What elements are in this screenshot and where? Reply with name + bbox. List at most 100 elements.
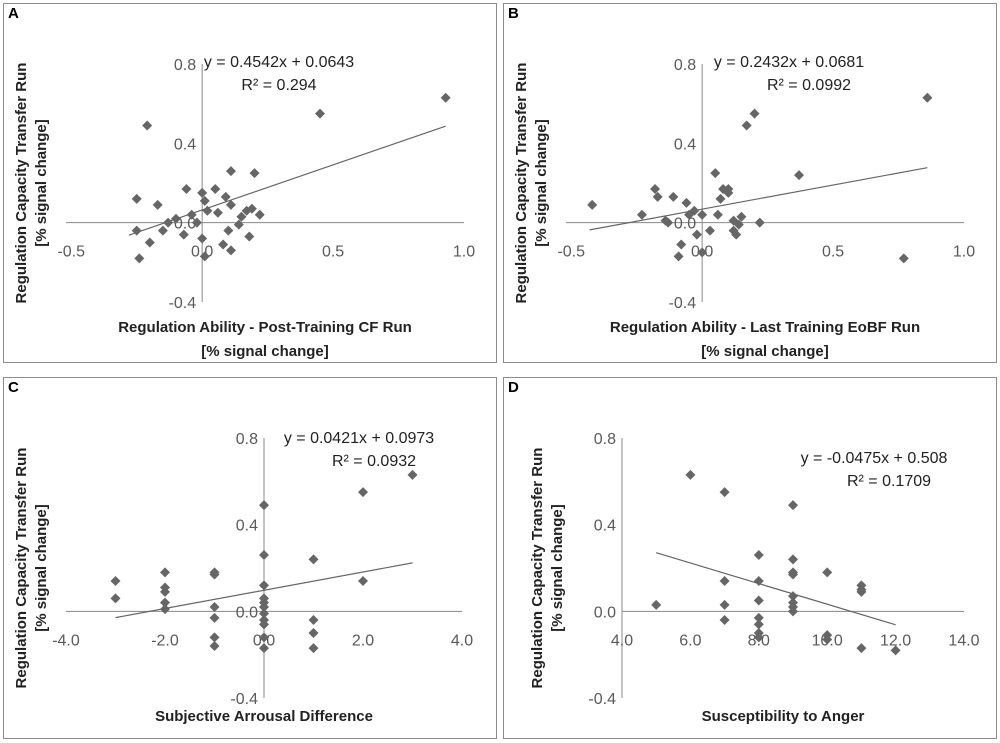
data-point <box>259 608 269 619</box>
data-point <box>723 187 734 198</box>
data-point <box>407 469 418 480</box>
x-axis-title: [% signal change] <box>201 343 329 360</box>
y-axis-title: [% signal change] <box>533 119 550 247</box>
data-point <box>209 612 220 623</box>
data-point <box>822 634 833 645</box>
data-point <box>236 211 247 222</box>
y-axis-title: Regulation Capacity Transfer Run <box>13 63 30 304</box>
data-point <box>922 92 933 103</box>
x-tick-label: -4.0 <box>52 632 80 649</box>
panel-c: C -4.0-2.00.02.04.0-0.40.00.40.8y = 0.04… <box>3 377 497 739</box>
data-point <box>650 183 661 194</box>
y-tick-label: -0.4 <box>169 295 197 312</box>
data-point <box>209 569 220 580</box>
data-point <box>225 199 236 210</box>
data-point <box>710 168 721 179</box>
scatter-chart-b: -0.50.00.51.0-0.40.00.40.8y = 0.2432x + … <box>513 54 975 360</box>
data-point <box>246 203 257 214</box>
data-point <box>788 569 798 580</box>
data-point <box>753 550 764 560</box>
data-point <box>160 586 170 597</box>
data-point <box>753 619 764 630</box>
data-point <box>691 229 702 240</box>
x-tick-label: 12.0 <box>880 632 911 649</box>
y-tick-label: -0.4 <box>230 691 258 708</box>
r-squared-label: R² = 0.0932 <box>332 453 416 470</box>
data-point <box>131 193 142 204</box>
x-tick-label: 6.0 <box>679 632 701 649</box>
data-point <box>163 217 174 228</box>
data-point <box>225 166 236 177</box>
data-point <box>440 92 451 103</box>
data-point <box>856 586 867 597</box>
x-tick-label: -0.5 <box>557 244 585 261</box>
data-point <box>210 183 221 194</box>
x-axis-title: Susceptibility to Anger <box>702 708 865 725</box>
x-axis-title: [% signal change] <box>701 343 829 360</box>
x-tick-label: -0.5 <box>57 244 85 261</box>
data-point <box>788 606 798 617</box>
data-point <box>651 599 662 610</box>
data-point <box>794 170 805 181</box>
y-tick-label: -0.4 <box>669 295 697 312</box>
data-point <box>225 245 236 256</box>
panel-b: B -0.50.00.51.0-0.40.00.40.8y = 0.2432x … <box>503 3 997 363</box>
data-point <box>652 191 663 202</box>
x-tick-label: 1.0 <box>453 244 475 261</box>
data-point <box>753 632 764 643</box>
data-point <box>160 567 170 578</box>
data-point <box>244 231 255 242</box>
x-tick-label: 4.0 <box>451 632 473 649</box>
data-point <box>754 217 765 228</box>
data-point <box>220 191 231 202</box>
x-axis-title: Regulation Ability - Last Training EoBF … <box>610 319 920 336</box>
x-tick-label: 0.5 <box>822 244 844 261</box>
data-point <box>308 615 319 625</box>
data-point <box>199 195 210 206</box>
data-point <box>676 239 687 250</box>
data-point <box>736 211 747 222</box>
data-point <box>685 469 696 480</box>
panel-label: A <box>8 5 19 22</box>
x-tick-label: 2.0 <box>352 632 374 649</box>
x-tick-label: 14.0 <box>948 632 979 649</box>
x-tick-label: -2.0 <box>151 632 179 649</box>
data-point <box>668 191 679 202</box>
data-point <box>718 183 729 194</box>
panel-label: B <box>508 5 519 22</box>
y-axis-title: Regulation Capacity Transfer Run <box>13 448 30 689</box>
r-squared-label: R² = 0.0992 <box>767 77 851 94</box>
data-point <box>209 632 220 643</box>
data-point <box>788 591 798 602</box>
y-tick-label: 0.0 <box>594 604 616 621</box>
y-axis-title: [% signal change] <box>549 504 566 632</box>
scatter-chart-a: -0.5 0.0 0.5 1.0-0.40.00.40.8 y = 0.4542x + … <box>13 54 475 360</box>
data-point <box>697 247 708 258</box>
data-point <box>134 253 145 264</box>
data-point <box>663 217 674 228</box>
y-tick-label: 0.8 <box>236 431 258 448</box>
y-tick-label: 0.4 <box>674 136 696 153</box>
data-point <box>636 209 647 220</box>
data-point <box>218 239 229 250</box>
y-axis-title: Regulation Capacity Transfer Run <box>513 63 530 304</box>
data-point <box>199 251 210 262</box>
data-point <box>233 219 244 230</box>
x-tick-label: 0.5 <box>322 244 344 261</box>
y-axis-title: Regulation Capacity Transfer Run <box>529 448 546 689</box>
data-point <box>152 199 163 210</box>
data-point <box>712 209 723 220</box>
y-tick-label: 0.8 <box>594 431 616 448</box>
data-point <box>197 187 208 198</box>
data-point <box>733 219 744 230</box>
data-point <box>223 225 234 236</box>
data-point <box>212 207 223 218</box>
data-point <box>259 580 269 591</box>
data-point <box>160 597 170 608</box>
data-point <box>890 645 901 656</box>
data-point <box>715 193 726 204</box>
y-tick-label: 0.8 <box>674 57 696 74</box>
data-point <box>209 602 220 612</box>
regression-equation: y = -0.0475x + 0.508 <box>801 450 948 467</box>
r-squared-label: R² = 0.294 <box>241 77 316 94</box>
